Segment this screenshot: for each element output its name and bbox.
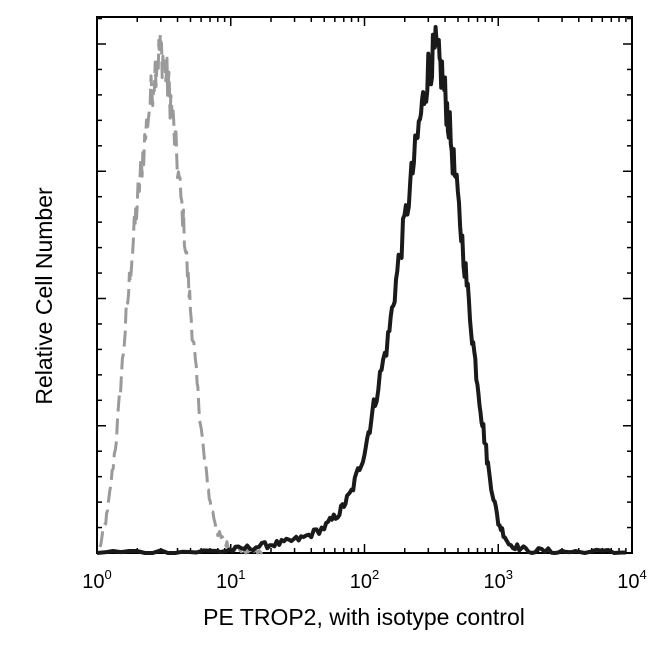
x-tick-label: 103 (484, 567, 513, 593)
series-line-trop2 (96, 25, 626, 555)
x-tick-label: 104 (617, 567, 646, 593)
series-layer (96, 25, 626, 555)
x-axis-title: PE TROP2, with isotype control (203, 604, 525, 630)
x-tick-labels: 100 101 102 103 104 (82, 567, 646, 593)
x-tick-label: 101 (216, 567, 245, 593)
x-tick-label: 102 (350, 567, 379, 593)
axis-ticks (96, 17, 633, 554)
plot-frame (96, 16, 633, 554)
series-line-isotype (98, 32, 267, 555)
x-tick-label: 100 (82, 567, 111, 593)
y-axis-title: Relative Cell Number (31, 187, 57, 405)
